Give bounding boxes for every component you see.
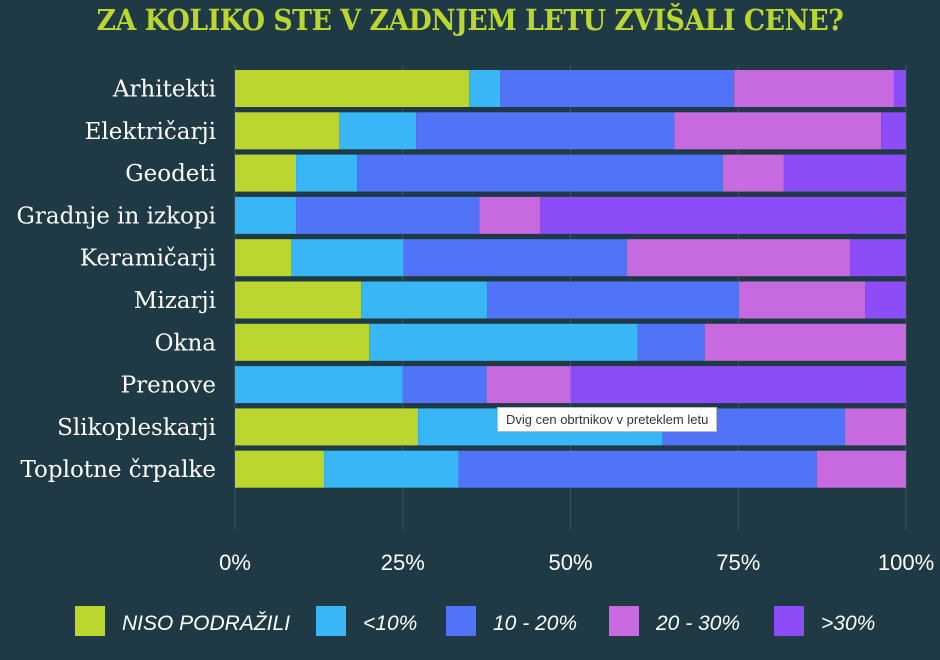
bar-segment: [235, 196, 297, 234]
category-label: Slikopleskarji: [57, 415, 216, 441]
bar-segment: [850, 239, 906, 277]
legend-label: NISO PODRAŽILI: [122, 612, 290, 635]
bar-segment: [235, 450, 325, 488]
bar-segment: [296, 154, 358, 192]
bar-segment: [637, 323, 705, 361]
bar-segment: [235, 239, 292, 277]
bar-segment: [357, 154, 723, 192]
bar-segment: [416, 112, 675, 150]
bar-segment: [339, 112, 417, 150]
legend-swatch: [609, 606, 639, 636]
bar-segment: [487, 281, 739, 319]
bar-segment: [674, 112, 882, 150]
bar-segment: [816, 450, 906, 488]
legend-swatch: [75, 606, 105, 636]
bar-segment: [235, 281, 362, 319]
bar-segment: [570, 366, 906, 404]
bar-segment: [235, 323, 370, 361]
x-tick-label: 75%: [716, 550, 760, 575]
legend-swatch: [774, 606, 804, 636]
category-label: Gradnje in izkopi: [17, 203, 217, 229]
bar-segment: [361, 281, 488, 319]
category-label: Mizarji: [134, 288, 216, 314]
bar-segment: [844, 408, 906, 446]
chart-title: ZA KOLIKO STE V ZADNJEM LETU ZVIŠALI CEN…: [96, 3, 844, 37]
category-label: Prenove: [121, 373, 216, 399]
legend-label: 10 - 20%: [493, 612, 577, 635]
category-label: Okna: [155, 330, 217, 356]
bar-segment: [235, 70, 470, 107]
bar-segment: [540, 196, 906, 234]
bar-segment: [469, 70, 501, 107]
bar-segment: [783, 154, 906, 192]
legend-label: 20 - 30%: [655, 612, 740, 635]
legend-label: >30%: [821, 612, 875, 635]
category-label: Arhitekti: [112, 77, 216, 103]
bar-segment: [865, 281, 906, 319]
bar-segment: [486, 366, 571, 404]
bar-segment: [500, 70, 735, 107]
bar-segment: [369, 323, 638, 361]
bar-segment: [324, 450, 459, 488]
bar-segment: [738, 281, 866, 319]
category-label: Toplotne črpalke: [20, 457, 216, 483]
bar-segment: [704, 323, 906, 361]
bar-segment: [881, 112, 906, 150]
chart-tooltip: Dvig cen obrtnikov v preteklem letu: [497, 407, 718, 432]
x-tick-label: 0%: [219, 550, 251, 575]
bar-segment: [235, 408, 419, 446]
bar-segment: [734, 70, 894, 107]
bar-segment: [479, 196, 541, 234]
legend-label: <10%: [363, 612, 417, 635]
category-label: Geodeti: [125, 161, 216, 187]
x-tick-label: 100%: [878, 550, 934, 575]
bar-segment: [722, 154, 784, 192]
bar-segment: [403, 239, 627, 277]
bar-segment: [458, 450, 817, 488]
bar-segment: [402, 366, 487, 404]
legend-swatch: [446, 606, 476, 636]
bar-segment: [893, 70, 906, 107]
x-tick-label: 50%: [548, 550, 592, 575]
bar-segment: [235, 112, 340, 150]
x-tick-label: 25%: [381, 550, 425, 575]
bar-segment: [235, 154, 297, 192]
bar-segment: [291, 239, 404, 277]
bar-segment: [296, 196, 480, 234]
category-label: Keramičarji: [80, 246, 216, 272]
category-label: Električarji: [85, 119, 216, 145]
legend-swatch: [316, 606, 346, 636]
bar-segment: [235, 366, 403, 404]
bar-segment: [626, 239, 851, 277]
